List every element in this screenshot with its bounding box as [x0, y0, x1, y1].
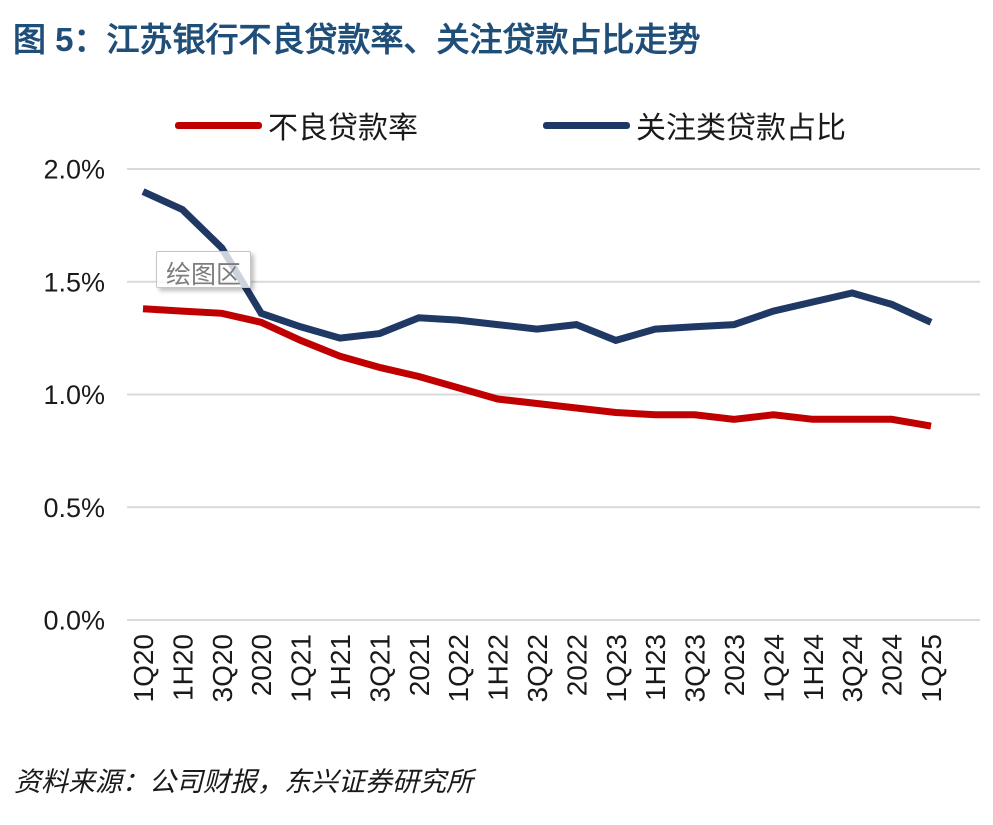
- legend-item-npl: 不良贷款率: [175, 103, 418, 147]
- series-line-1: [141, 188, 933, 345]
- x-axis-label: 1Q20: [128, 634, 159, 703]
- x-axis-label: 2020: [246, 634, 277, 696]
- x-axis-label: 1Q25: [916, 634, 947, 703]
- x-axis-label: 3Q24: [837, 634, 868, 703]
- y-axis-label: 2.0%: [43, 155, 105, 185]
- x-axis-label: 1Q22: [443, 634, 474, 703]
- figure-title: 图 5：江苏银行不良贷款率、关注贷款占比走势: [13, 21, 701, 58]
- x-axis-label: 2021: [404, 634, 435, 696]
- y-axis-label: 1.0%: [43, 380, 105, 410]
- legend-label-special-mention: 关注类贷款占比: [636, 112, 846, 145]
- x-axis-label: 1H22: [483, 634, 514, 701]
- x-axis-label: 1H23: [640, 634, 671, 701]
- y-axis-label: 1.5%: [43, 267, 105, 297]
- x-axis-label: 1H24: [798, 634, 829, 701]
- y-axis-label: 0.0%: [43, 606, 105, 636]
- x-axis-label: 1Q21: [286, 634, 317, 703]
- y-axis-label: 0.5%: [43, 493, 105, 523]
- legend-swatch-npl: [175, 121, 262, 129]
- legend-label-npl: 不良贷款率: [268, 112, 418, 145]
- x-axis-label: 3Q22: [522, 634, 553, 703]
- x-axis-label: 3Q23: [680, 634, 711, 703]
- x-axis-label: 2022: [561, 634, 592, 696]
- x-axis-label: 1H21: [325, 634, 356, 701]
- plot-area-tooltip: 绘图区: [156, 251, 252, 289]
- x-axis-label: 1Q24: [758, 634, 789, 703]
- x-axis-label: 3Q20: [207, 634, 238, 703]
- source-note: 资料来源：公司财报，东兴证券研究所: [14, 767, 473, 797]
- x-axis-label: 2024: [877, 634, 908, 696]
- series-line-0: [142, 305, 932, 430]
- legend-swatch-special-mention: [543, 121, 630, 129]
- x-axis-label: 1H20: [167, 634, 198, 701]
- x-axis-label: 1Q23: [601, 634, 632, 703]
- x-axis-label: 2023: [719, 634, 750, 696]
- x-axis-label: 3Q21: [364, 634, 395, 703]
- legend-item-special-mention: 关注类贷款占比: [543, 103, 846, 147]
